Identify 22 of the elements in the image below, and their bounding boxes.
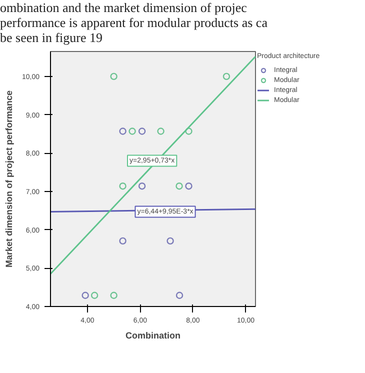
point — [110, 72, 118, 80]
text: performance is apparent for modular products as ca — [0, 15, 268, 30]
point — [185, 182, 192, 190]
point — [82, 292, 89, 299]
point — [128, 128, 136, 135]
point — [138, 182, 146, 190]
point — [185, 128, 192, 135]
point — [90, 292, 98, 299]
point — [166, 237, 174, 245]
point — [110, 292, 118, 299]
text: ombination and the market dimension of projec — [0, 0, 247, 15]
point — [176, 292, 184, 299]
point — [222, 72, 230, 80]
text: be seen in figure 19 — [0, 30, 103, 45]
point — [119, 182, 126, 190]
y-axis-title: Market dimension of project performance — [4, 90, 14, 268]
point — [138, 128, 146, 135]
x-axis-title: Combination — [126, 330, 181, 340]
point — [119, 128, 126, 135]
point — [176, 182, 183, 190]
point — [119, 237, 126, 245]
point — [157, 128, 164, 135]
